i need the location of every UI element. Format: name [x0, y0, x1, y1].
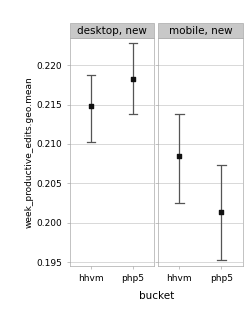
Point — [89, 104, 93, 109]
Y-axis label: week_productive_edits.geo.mean: week_productive_edits.geo.mean — [25, 76, 34, 228]
Text: desktop, new: desktop, new — [77, 26, 147, 35]
Point — [178, 153, 182, 158]
Text: mobile, new: mobile, new — [168, 26, 232, 35]
Point — [131, 76, 135, 81]
Text: bucket: bucket — [138, 291, 174, 301]
Point — [220, 210, 224, 215]
